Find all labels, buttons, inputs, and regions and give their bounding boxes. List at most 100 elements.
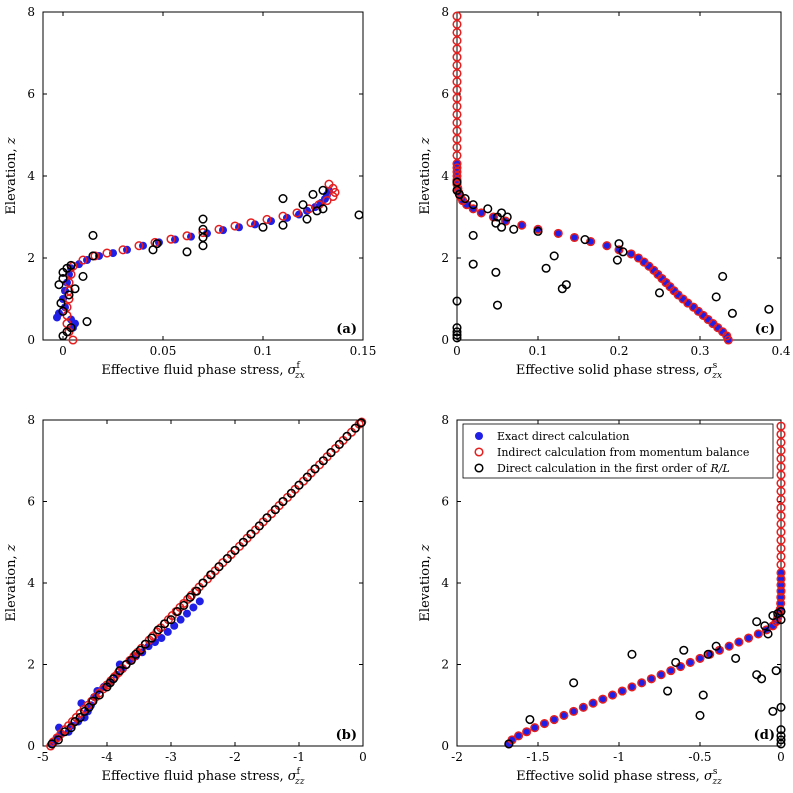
data-point [522, 727, 531, 736]
y-tick-label: 0 [27, 333, 35, 347]
data-point [627, 649, 637, 659]
data-point [118, 245, 128, 255]
data-point [776, 574, 786, 584]
data-point [514, 731, 523, 740]
data-point [657, 670, 666, 679]
y-axis-label: Elevation, z [418, 544, 433, 621]
y-axis-label: Elevation, z [4, 137, 19, 214]
data-point [183, 609, 191, 618]
data-point [278, 496, 288, 507]
y-tick-label: 6 [27, 87, 35, 101]
x-tick-label: 0.3 [690, 344, 709, 358]
data-point [569, 232, 580, 243]
data-point [452, 323, 462, 333]
data-point [292, 208, 302, 218]
data-point [731, 653, 741, 663]
data-point [166, 234, 176, 244]
data-point [553, 228, 563, 238]
data-point [468, 230, 478, 240]
data-point [771, 666, 781, 676]
series-exact [453, 159, 733, 344]
data-point [569, 706, 579, 716]
x-tick-label: -1 [613, 750, 625, 764]
data-point [533, 226, 543, 236]
x-tick-label: 0 [359, 750, 367, 764]
data-point [258, 222, 268, 232]
data-point [483, 204, 493, 214]
data-point [172, 606, 182, 617]
data-point [354, 210, 364, 220]
data-point [163, 627, 172, 636]
data-point [703, 649, 713, 659]
x-tick-label: 0.1 [253, 344, 272, 358]
data-point [509, 224, 519, 234]
data-point [760, 621, 770, 631]
y-tick-label: 4 [27, 576, 35, 590]
panel-label: (d) [754, 728, 775, 743]
panel-a: 0 0.05 0.1 0.15 0 2 4 6 8 Effective fluid phase s… [4, 5, 376, 381]
data-point [776, 421, 786, 431]
y-tick-label: 6 [441, 87, 449, 101]
data-point [135, 645, 145, 655]
data-point [206, 570, 216, 580]
data-point [60, 727, 70, 737]
data-point [286, 488, 296, 498]
x-tick-label: 0.1 [528, 344, 547, 358]
data-point [198, 232, 208, 243]
data-point [647, 674, 656, 683]
data-point [550, 715, 559, 724]
data-point [607, 690, 618, 700]
y-tick-label: 2 [27, 251, 35, 265]
data-point [198, 578, 208, 588]
data-point [58, 306, 68, 316]
x-tick-label: -2 [229, 750, 241, 764]
data-point [654, 288, 665, 298]
data-point [176, 615, 185, 624]
series-first-order [54, 185, 364, 341]
data-point [322, 196, 332, 206]
data-point [160, 619, 170, 629]
y-tick-label: 0 [441, 739, 449, 753]
data-point [752, 617, 762, 627]
data-point [304, 204, 314, 214]
data-point [517, 221, 526, 230]
data-point [761, 625, 771, 635]
data-point [350, 423, 360, 433]
x-axis-label: Effective fluid phase stress, σf zz [102, 767, 305, 787]
data-point [270, 505, 280, 515]
data-point [88, 251, 98, 261]
data-point [776, 731, 786, 741]
data-point [525, 714, 535, 725]
data-point [324, 179, 334, 189]
x-tick-label: -2 [451, 750, 463, 764]
axes-box [42, 11, 364, 341]
data-point [588, 698, 598, 708]
data-point [522, 727, 532, 737]
data-point [78, 271, 88, 282]
data-point [514, 731, 524, 741]
y-tick-label: 8 [441, 5, 449, 19]
data-point [468, 200, 478, 210]
data-point [308, 189, 318, 199]
data-point [530, 723, 540, 733]
data-point [569, 678, 579, 688]
x-tick-label: -3 [165, 750, 177, 764]
data-point [66, 269, 76, 279]
axes-box [456, 11, 782, 341]
data-point [64, 290, 74, 300]
data-point [586, 237, 596, 247]
data-point [195, 597, 204, 606]
data-point [452, 327, 462, 337]
y-tick-label: 6 [441, 495, 449, 509]
data-point [312, 206, 322, 216]
data-point [198, 241, 208, 251]
data-point [776, 606, 786, 617]
data-point [744, 633, 754, 643]
legend-box [462, 423, 774, 479]
data-point [310, 464, 320, 474]
data-point [452, 296, 462, 306]
data-point [302, 472, 312, 482]
panel-label: (c) [755, 322, 775, 337]
y-axis-label: Elevation, z [418, 137, 433, 214]
x-axis-label: Effective solid phase stress, σs zz [516, 767, 722, 787]
